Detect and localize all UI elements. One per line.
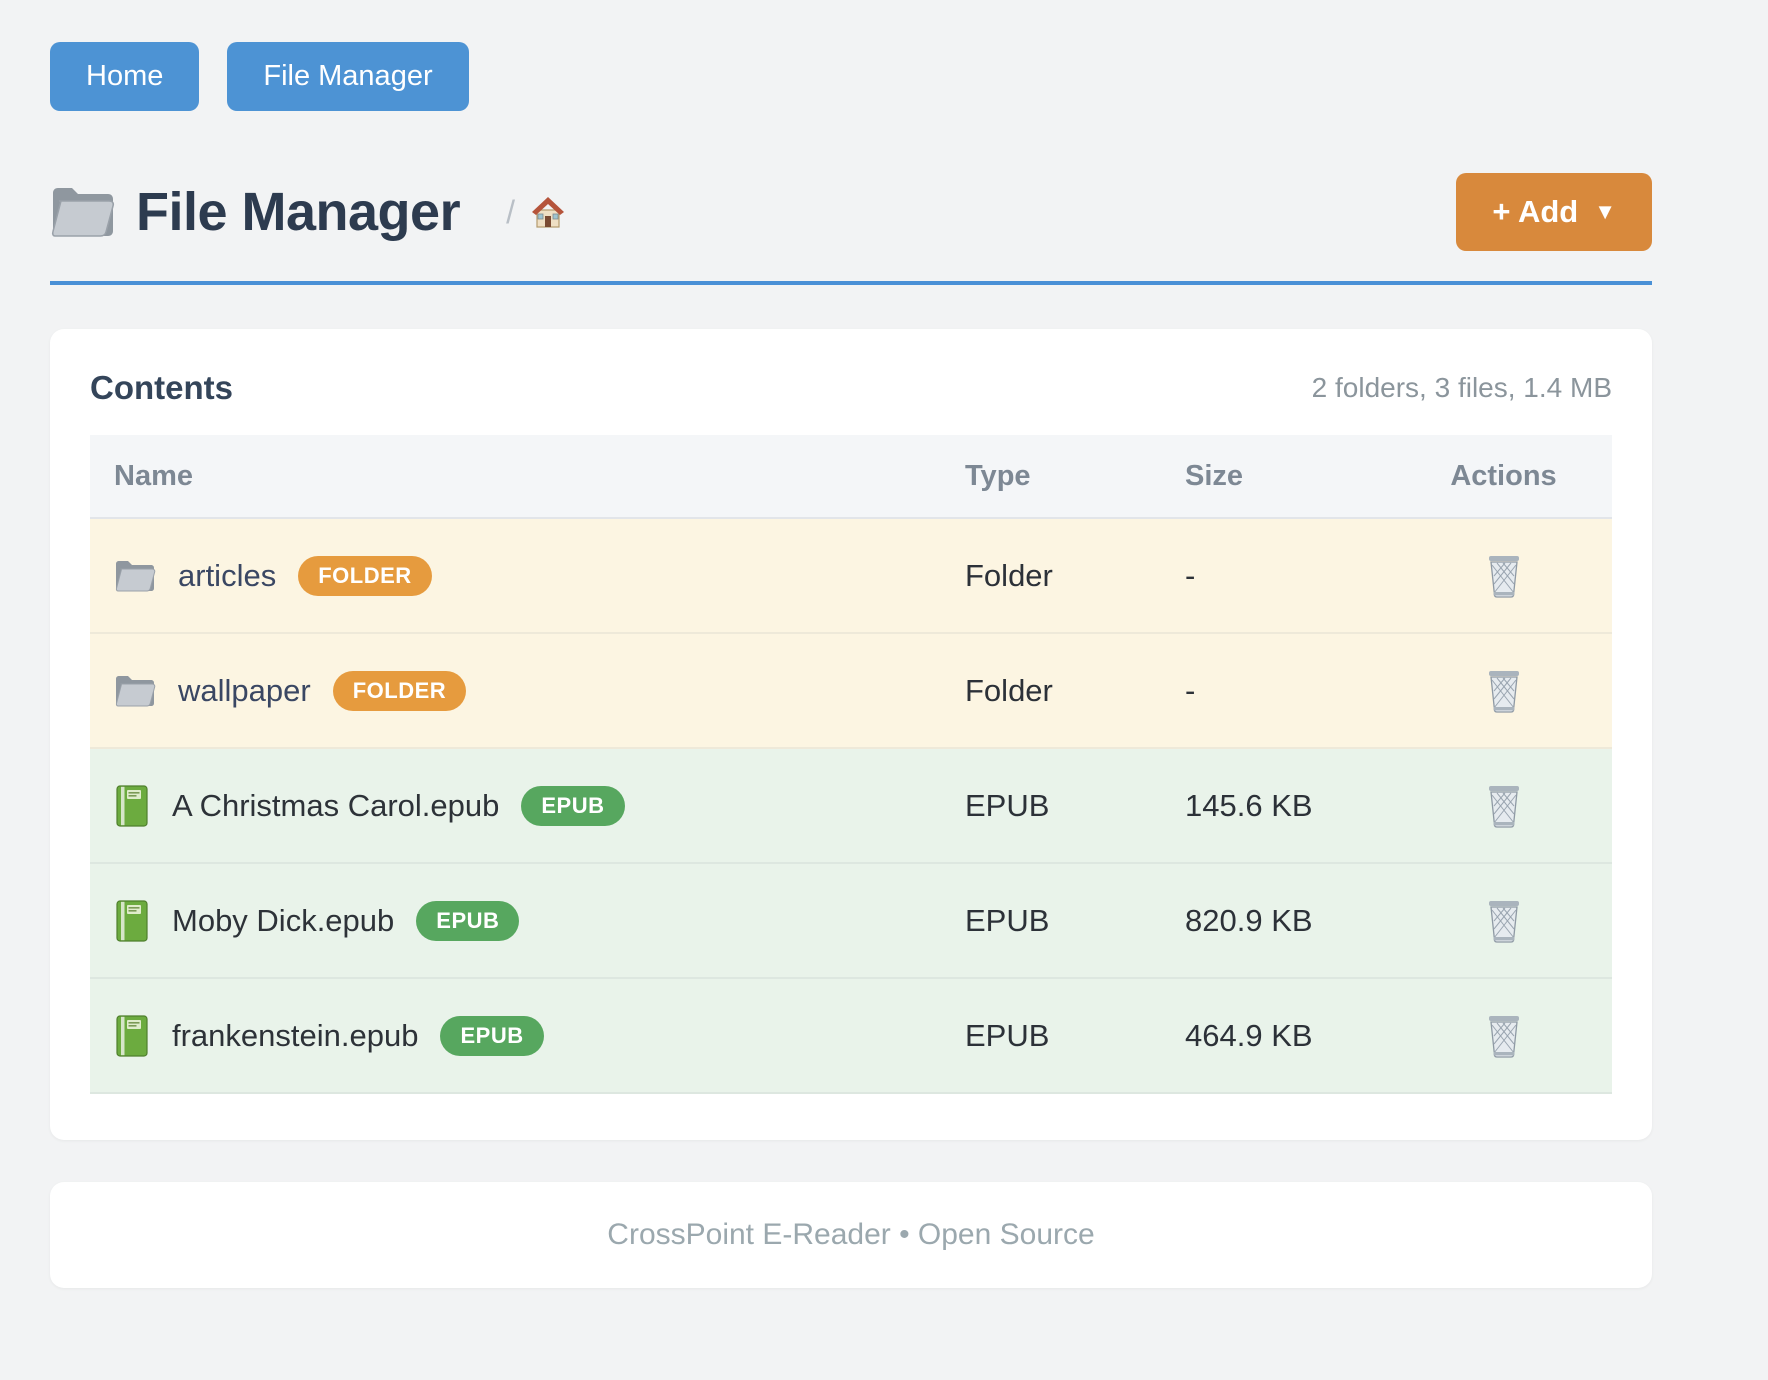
table-row: frankenstein.epub EPUB EPUB 464.9 KB xyxy=(90,979,1612,1094)
file-name[interactable]: wallpaper xyxy=(178,672,311,708)
type-badge: FOLDER xyxy=(332,670,467,711)
type-cell: EPUB xyxy=(965,902,1050,938)
type-cell: Folder xyxy=(965,557,1053,593)
type-badge: EPUB xyxy=(521,785,625,826)
footer: CrossPoint E-Reader • Open Source xyxy=(50,1182,1652,1288)
type-cell: EPUB xyxy=(965,1017,1050,1053)
delete-button[interactable] xyxy=(1485,553,1523,599)
folder-icon xyxy=(114,559,156,593)
file-manager-button[interactable]: File Manager xyxy=(227,42,469,111)
delete-button[interactable] xyxy=(1485,1013,1523,1059)
size-cell: 820.9 KB xyxy=(1185,902,1313,938)
trash-icon xyxy=(1485,670,1523,717)
folder-icon xyxy=(114,674,156,708)
folder-open-icon xyxy=(50,185,116,239)
trash-icon xyxy=(1485,900,1523,947)
card-title: Contents xyxy=(90,369,233,406)
file-name[interactable]: A Christmas Carol.epub xyxy=(172,787,500,823)
delete-button[interactable] xyxy=(1485,783,1523,829)
size-cell: - xyxy=(1185,672,1196,708)
size-cell: - xyxy=(1185,557,1196,593)
type-cell: EPUB xyxy=(965,787,1050,823)
table-row: articles FOLDER Folder - xyxy=(90,519,1612,634)
add-button-label: + Add xyxy=(1492,194,1579,229)
size-cell: 464.9 KB xyxy=(1185,1017,1313,1053)
table-header-row: Name Type Size Actions xyxy=(90,435,1612,519)
table-row: Moby Dick.epub EPUB EPUB 820.9 KB xyxy=(90,864,1612,979)
breadcrumb-separator: / xyxy=(506,194,515,230)
table-row: A Christmas Carol.epub EPUB EPUB 145.6 KB xyxy=(90,749,1612,864)
home-icon[interactable] xyxy=(529,193,567,231)
size-cell: 145.6 KB xyxy=(1185,787,1313,823)
book-icon xyxy=(114,1014,150,1058)
table-row: wallpaper FOLDER Folder - xyxy=(90,634,1612,749)
delete-button[interactable] xyxy=(1485,898,1523,944)
contents-summary: 2 folders, 3 files, 1.4 MB xyxy=(1311,372,1612,403)
footer-text: CrossPoint E-Reader • Open Source xyxy=(607,1218,1095,1251)
page-header: File Manager / + Add xyxy=(50,173,1652,251)
home-button[interactable]: Home xyxy=(50,42,200,111)
book-icon xyxy=(114,899,150,943)
type-badge: EPUB xyxy=(440,1015,544,1056)
trash-icon xyxy=(1485,555,1523,602)
header-divider xyxy=(50,281,1652,285)
trash-icon xyxy=(1485,785,1523,832)
type-badge: EPUB xyxy=(416,900,520,941)
file-name[interactable]: articles xyxy=(178,557,277,593)
file-name[interactable]: Moby Dick.epub xyxy=(172,902,395,938)
trash-icon xyxy=(1485,1015,1523,1062)
type-cell: Folder xyxy=(965,672,1053,708)
page-title: File Manager xyxy=(136,182,461,242)
top-nav: Home File Manager xyxy=(50,0,1652,111)
breadcrumb: / xyxy=(506,193,567,231)
column-header-type: Type xyxy=(965,459,1031,492)
column-header-actions: Actions xyxy=(1450,459,1557,492)
contents-card: Contents 2 folders, 3 files, 1.4 MB Name… xyxy=(50,329,1652,1140)
delete-button[interactable] xyxy=(1485,668,1523,714)
file-name[interactable]: frankenstein.epub xyxy=(172,1017,419,1053)
book-icon xyxy=(114,784,150,828)
type-badge: FOLDER xyxy=(298,555,432,596)
file-table: Name Type Size Actions articles FOLDER Fol… xyxy=(90,435,1612,1094)
chevron-down-icon: ▼ xyxy=(1594,199,1616,224)
column-header-size: Size xyxy=(1185,459,1244,492)
column-header-name: Name xyxy=(114,459,193,492)
add-button[interactable]: + Add ▼ xyxy=(1456,173,1652,251)
